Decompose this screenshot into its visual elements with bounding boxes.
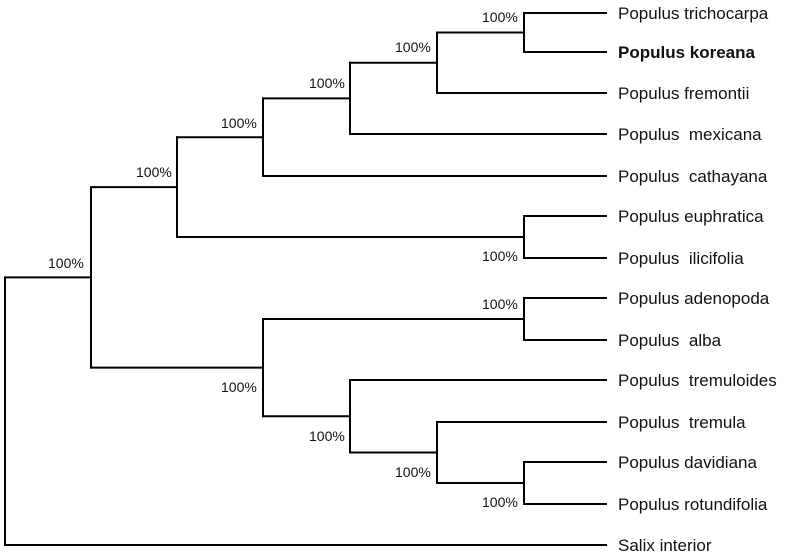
support-value-n_eup_ili: 100% xyxy=(482,248,518,264)
tree-branches xyxy=(4,12,607,546)
support-value-n_cat: 100% xyxy=(221,115,257,131)
support-values: 100% 100% 100% 100% 100% 100% 100% 100% 100% 100%… xyxy=(48,9,518,510)
taxon-label-davidiana: Populus davidiana xyxy=(618,453,757,472)
taxon-label-fremontii: Populus fremontii xyxy=(618,84,749,103)
support-value-n_ade_alb: 100% xyxy=(482,296,518,312)
taxon-label-euphratica: Populus euphratica xyxy=(618,207,764,226)
taxon-label-alba: Populus alba xyxy=(618,331,722,350)
taxon-label-ilicifolia: Populus ilicifolia xyxy=(618,249,744,268)
taxon-label-cathayana: Populus cathayana xyxy=(618,167,768,186)
taxon-label-salix: Salix interior xyxy=(618,536,712,554)
taxon-label-koreana: Populus koreana xyxy=(618,43,756,62)
taxon-label-tremula: Populus tremula xyxy=(618,413,746,432)
support-value-n_tremula: 100% xyxy=(395,464,431,480)
taxon-labels: Populus trichocarpa Populus koreana Populu… xyxy=(618,4,777,554)
taxon-label-adenopoda: Populus adenopoda xyxy=(618,289,770,308)
support-value-n_upper: 100% xyxy=(136,164,172,180)
support-value-n_trikor_fre: 100% xyxy=(395,39,431,55)
taxon-label-trichocarpa: Populus trichocarpa xyxy=(618,4,769,23)
support-value-n_root_populus: 100% xyxy=(48,255,84,271)
support-value-n_lower: 100% xyxy=(221,379,257,395)
taxon-label-mexicana: Populus mexicana xyxy=(618,125,762,144)
taxon-label-tremuloides: Populus tremuloides xyxy=(618,371,777,390)
support-value-n_dav_rot: 100% xyxy=(482,494,518,510)
support-value-n_tremuloides: 100% xyxy=(309,428,345,444)
support-value-n_mex: 100% xyxy=(309,75,345,91)
taxon-label-rotundifolia: Populus rotundifolia xyxy=(618,495,768,514)
support-value-n_tri_kor: 100% xyxy=(482,9,518,25)
